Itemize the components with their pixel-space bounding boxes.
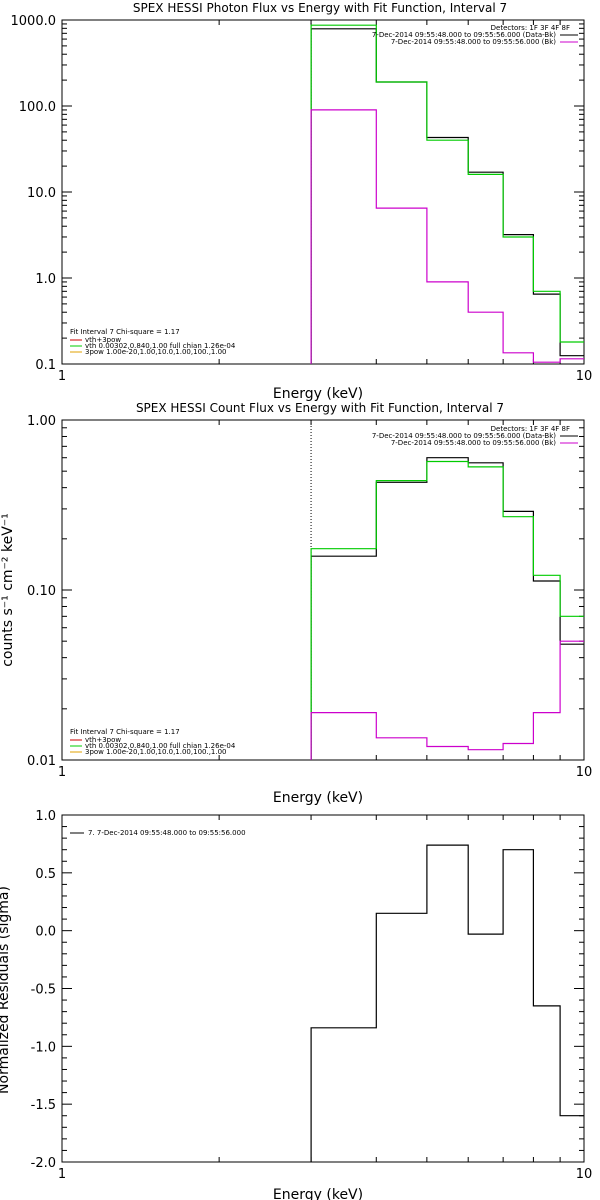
residuals-y-tick-label: -2.0	[31, 1156, 56, 1171]
residuals-y-tick-label: 0.0	[35, 925, 56, 940]
count-flux-plot-frame	[61, 419, 585, 761]
photon-flux-fit-entry-1: vth 0.00302,0.840,1.00 full chian 1.26e-…	[85, 342, 236, 350]
photon-flux-series-2-line	[310, 109, 584, 364]
count-flux-fit-entry-1: vth 0.00302,0.840,1.00 full chian 1.26e-…	[85, 742, 236, 750]
photon-flux-y-tick-label: 0.1	[35, 358, 56, 373]
count-flux-legend-bk-label: 7-Dec-2014 09:55:48.000 to 09:55:56.000 …	[391, 439, 556, 447]
residuals-y-tick-label: 1.0	[35, 809, 56, 824]
photon-flux-legend-top-right: Detectors: 1F 3F 4F 8F 7-Dec-2014 09:55:…	[372, 24, 578, 46]
count-flux-panel: SPEX HESSI Count Flux vs Energy with Fit…	[0, 401, 592, 806]
count-flux-legend-data-label: 7-Dec-2014 09:55:48.000 to 09:55:56.000 …	[372, 432, 556, 440]
count-flux-fit-entry-0: vth+3pow	[85, 736, 121, 744]
photon-flux-fit-entry-2: 3pow 1.00e-20,1.00,10.0,1.00,100.,1.00	[85, 348, 227, 356]
photon-flux-legend-data-label: 7-Dec-2014 09:55:48.000 to 09:55:56.000 …	[372, 31, 556, 39]
count-flux-y-tick-label: 0.01	[27, 754, 56, 769]
count-flux-x-tick-label: 10	[576, 765, 593, 780]
residuals-y-tick-label: -0.5	[31, 983, 56, 998]
photon-flux-detectors-label: Detectors: 1F 3F 4F 8F	[491, 24, 570, 32]
count-flux-legend-top-right: Detectors: 1F 3F 4F 8F 7-Dec-2014 09:55:…	[372, 425, 578, 447]
photon-flux-x-axis-label: Energy (keV)	[273, 386, 363, 402]
count-flux-y-axis-label: counts s⁻¹ cm⁻² keV⁻¹	[0, 513, 16, 667]
count-flux-ticks: 1 10 1.00 0.10 0.01	[27, 414, 592, 780]
photon-flux-title: SPEX HESSI Photon Flux vs Energy with Fi…	[133, 1, 507, 15]
photon-flux-y-tick-label: 10.0	[27, 186, 56, 201]
residuals-y-tick-label: -1.0	[31, 1040, 56, 1055]
count-flux-x-axis-label: Energy (keV)	[273, 790, 363, 806]
photon-flux-y-tick-label: 1000.0	[11, 14, 57, 29]
residuals-legend-entry: 7. 7-Dec-2014 09:55:48.000 to 09:55:56.0…	[88, 829, 246, 837]
residuals-plot-frame	[61, 814, 585, 1163]
photon-flux-series	[310, 24, 584, 364]
photon-flux-x-tick-label: 1	[58, 369, 66, 384]
photon-flux-x-tick-label: 10	[576, 369, 593, 384]
residuals-y-axis-label: Normalized Residuals (sigma)	[0, 886, 12, 1094]
count-flux-detectors-label: Detectors: 1F 3F 4F 8F	[491, 425, 570, 433]
photon-flux-series-1-line	[310, 24, 584, 364]
count-flux-fit-header: Fit Interval 7 Chi-square = 1.17	[70, 728, 180, 736]
photon-flux-fit-header: Fit Interval 7 Chi-square = 1.17	[70, 328, 180, 336]
residuals-ticks: 1 10 1.0 0.5 0.0 -0.5 -1.0 -1.5 -2.0	[31, 809, 593, 1182]
count-flux-series-1-line	[310, 460, 584, 760]
count-flux-series	[310, 457, 584, 760]
photon-flux-series-0-line	[310, 28, 584, 364]
residuals-x-tick-label: 10	[576, 1167, 593, 1182]
residuals-y-tick-label: 0.5	[35, 867, 56, 882]
photon-flux-legend-bottom-left: Fit Interval 7 Chi-square = 1.17 vth+3po…	[70, 328, 236, 356]
residuals-panel: 1 10 1.0 0.5 0.0 -0.5 -1.0 -1.5 -2.0 7. 7-Dec-20…	[0, 809, 592, 1200]
photon-flux-legend-bk-label: 7-Dec-2014 09:55:48.000 to 09:55:56.000 …	[391, 38, 556, 46]
photon-flux-fit-entry-0: vth+3pow	[85, 336, 121, 344]
count-flux-y-tick-label: 1.00	[27, 414, 56, 429]
count-flux-x-tick-label: 1	[58, 765, 66, 780]
photon-flux-y-tick-label: 100.0	[19, 100, 56, 115]
residuals-x-tick-label: 1	[58, 1167, 66, 1182]
count-flux-fit-entry-2: 3pow 1.00e-20,1.00,10.0,1.00,100.,1.00	[85, 748, 227, 756]
photon-flux-plot-frame	[61, 19, 585, 365]
count-flux-series-2-line	[310, 640, 584, 760]
photon-flux-y-tick-label: 1.0	[35, 272, 56, 287]
count-flux-series-0-line	[310, 457, 584, 760]
residuals-y-tick-label: -1.5	[31, 1098, 56, 1113]
residuals-x-axis-label: Energy (keV)	[273, 1187, 363, 1200]
count-flux-legend-bottom-left: Fit Interval 7 Chi-square = 1.17 vth+3po…	[70, 728, 236, 756]
photon-flux-ticks: 1 10 1000.0 100.0 10.0 1.0 0.1	[11, 14, 593, 384]
count-flux-title: SPEX HESSI Count Flux vs Energy with Fit…	[136, 401, 504, 415]
residuals-series	[310, 844, 584, 1162]
count-flux-y-tick-label: 0.10	[27, 584, 56, 599]
residuals-series-0-line	[310, 844, 584, 1162]
residuals-legend-top-left: 7. 7-Dec-2014 09:55:48.000 to 09:55:56.0…	[70, 829, 246, 837]
photon-flux-panel: SPEX HESSI Photon Flux vs Energy with Fi…	[11, 1, 593, 402]
